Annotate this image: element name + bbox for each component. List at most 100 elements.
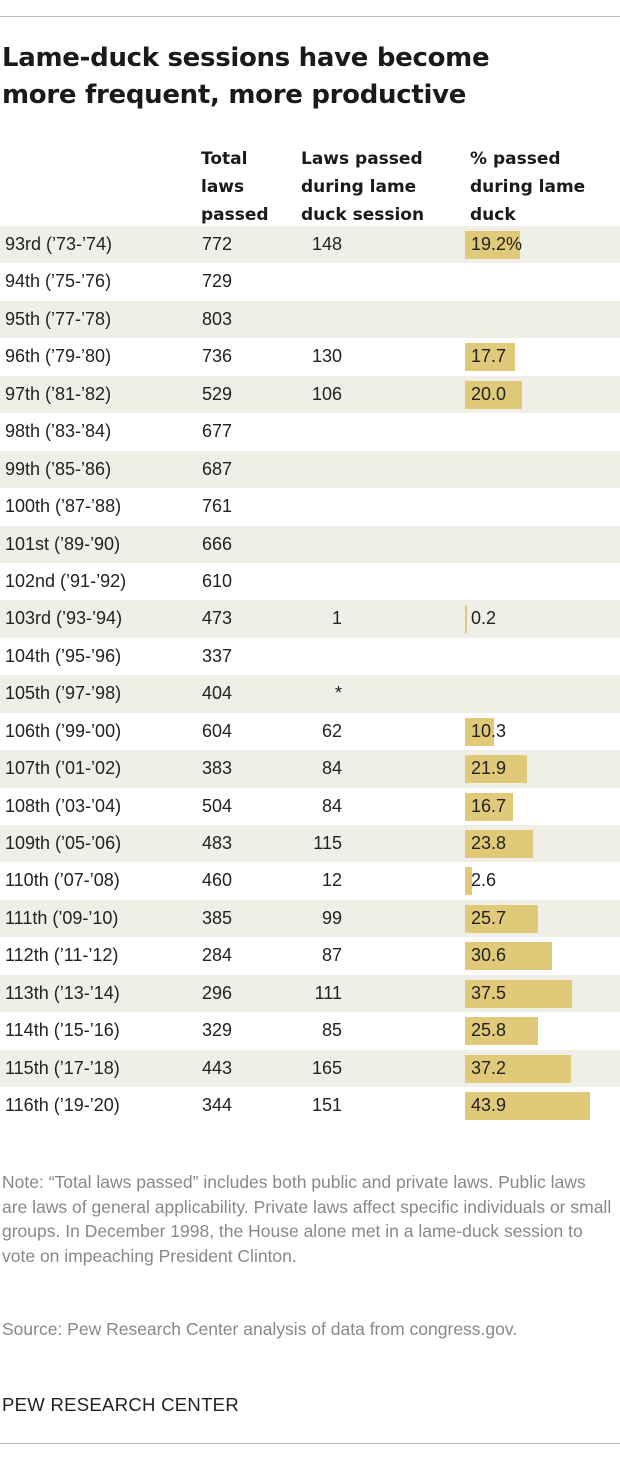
percent-label: 25.8 (471, 1020, 507, 1041)
congress-label: 100th (’87-’88) (5, 496, 122, 517)
total-laws-value: 604 (202, 720, 233, 741)
total-laws-value: 677 (202, 421, 233, 442)
total-laws-value: 404 (202, 683, 233, 704)
congress-label: 97th (’81-’82) (5, 383, 112, 404)
table-row: 110th (’07-’08) 460 12 2.6 (0, 862, 620, 899)
percent-label: 43.9 (471, 1095, 507, 1116)
percent-label: 23.8 (471, 833, 507, 853)
total-laws-value: 504 (202, 795, 233, 816)
lame-duck-laws-value: 85 (321, 1020, 342, 1041)
percent-bar (465, 380, 522, 409)
congress-label: 114th (’15-’16) (5, 1020, 120, 1041)
top-rule (0, 16, 620, 17)
percent-bar (465, 830, 533, 858)
congress-label: 98th (’83-’84) (5, 421, 112, 442)
lame-duck-laws-value: 84 (321, 795, 342, 816)
total-laws-value: 687 (202, 458, 233, 479)
lame-duck-laws-value: 111 (314, 982, 342, 1003)
percent-bar (465, 904, 539, 933)
table-row: 106th (’99-’00) 604 62 10.3 (0, 713, 620, 750)
total-laws-value: 529 (202, 383, 233, 404)
header-total-line-3: passed (201, 205, 269, 225)
congress-label: 93rd (’73-’74) (5, 234, 113, 254)
table-row: 114th (’15-’16) 329 85 25.8 (0, 1012, 620, 1049)
percent-label: 25.7 (471, 907, 507, 928)
title-line-2: more frequent, more productive (2, 80, 467, 110)
lame-duck-laws-value: 106 (311, 383, 342, 404)
percent-bar (465, 231, 520, 259)
congress-label: 103rd (’93-’94) (5, 608, 123, 629)
congress-label: 95th (’77-’78) (5, 308, 112, 329)
congress-label: 102nd (’91-’92) (5, 570, 127, 591)
total-laws-value: 337 (202, 645, 233, 666)
bottom-rule (0, 1443, 620, 1444)
lame-duck-laws-value: 165 (311, 1057, 342, 1078)
total-laws-value: 296 (202, 982, 233, 1003)
congress-label: 115th (’17-’18) (5, 1057, 120, 1078)
lame-duck-laws-value: 87 (321, 945, 342, 966)
table-row: 99th (’85-’86) 687 (0, 450, 620, 489)
percent-label: 30.6 (471, 945, 507, 966)
table-row: 107th (’01-’02) 383 84 21.9 (0, 750, 620, 788)
congress-label: 109th (’05-’06) (5, 833, 122, 853)
percent-label: 19.2% (471, 234, 523, 254)
percent-label: 21.9 (471, 758, 507, 779)
table-row: 115th (’17-’18) 443 165 37.2 (0, 1049, 620, 1088)
percent-label: 20.0 (471, 383, 507, 404)
percent-bar (465, 942, 553, 971)
congress-label: 99th (’85-’86) (5, 458, 112, 479)
congress-label: 94th (’75-’76) (5, 271, 112, 292)
header-lame-duck-laws: Laws passed during lame duck session (301, 145, 424, 229)
total-laws-value: 610 (202, 570, 233, 591)
lame-duck-laws-value: 84 (321, 758, 342, 779)
percent-label: 0.2 (471, 608, 497, 629)
congress-label: 113th (’13-’14) (5, 982, 120, 1003)
percent-label: 37.5 (471, 982, 507, 1003)
congress-label: 108th (’03-’04) (5, 795, 122, 816)
percent-bar (465, 755, 528, 784)
total-laws-value: 473 (202, 608, 233, 629)
total-laws-value: 460 (202, 870, 233, 891)
congress-label: 107th (’01-’02) (5, 758, 122, 779)
total-laws-value: 736 (202, 346, 233, 367)
percent-bar (465, 605, 467, 634)
lame-duck-laws-value: 12 (321, 870, 342, 891)
percent-label: 37.2 (471, 1057, 507, 1078)
total-laws-value: 443 (202, 1057, 233, 1078)
header-pct-line-2: during lame (470, 177, 586, 197)
congress-label: 101st (’89-’90) (5, 533, 121, 554)
total-laws-value: 385 (202, 907, 233, 928)
table-row: 109th (’05-’06) 483 115 23.8 (0, 825, 620, 863)
total-laws-value: 383 (202, 758, 233, 779)
congress-label: 111th (’09-’10) (5, 907, 119, 928)
header-lame-line-2: during lame (301, 177, 417, 197)
table-row: 98th (’83-’84) 677 (0, 413, 620, 450)
lame-duck-laws-value: 99 (321, 907, 342, 928)
header-pct-line-3: duck (470, 205, 516, 225)
congress-label: 104th (’95-’96) (5, 645, 122, 666)
table-row: 101st (’89-’90) 666 (0, 525, 620, 563)
table-row: 103rd (’93-’94) 473 1 0.2 (0, 600, 620, 638)
total-laws-value: 761 (202, 496, 233, 517)
header-total-line-1: Total (201, 149, 248, 169)
lame-duck-laws-value: 130 (311, 346, 342, 367)
congress-label: 112th (’11-’12) (5, 945, 119, 966)
total-laws-value: 729 (202, 271, 233, 292)
total-laws-value: 344 (202, 1095, 233, 1116)
congress-label: 116th (’19-’20) (5, 1095, 120, 1116)
percent-label: 17.7 (471, 346, 507, 367)
lame-duck-laws-value: 115 (313, 833, 342, 853)
header-lame-line-1: Laws passed (301, 149, 423, 169)
chart-title: Lame-duck sessions have become more freq… (2, 40, 602, 114)
congress-label: 110th (’07-’08) (5, 870, 120, 891)
percent-bar (465, 867, 473, 896)
header-pct-line-1: % passed (470, 149, 561, 169)
brand-logo-text: PEW RESEARCH CENTER (2, 1394, 239, 1415)
congress-label: 106th (’99-’00) (5, 720, 122, 741)
table-row: 104th (’95-’96) 337 (0, 638, 620, 675)
table-row: 95th (’77-’78) 803 (0, 300, 620, 339)
percent-bar (465, 717, 495, 746)
percent-bar (465, 1017, 539, 1046)
percent-label: 10.3 (471, 720, 507, 741)
total-laws-value: 772 (202, 234, 233, 254)
